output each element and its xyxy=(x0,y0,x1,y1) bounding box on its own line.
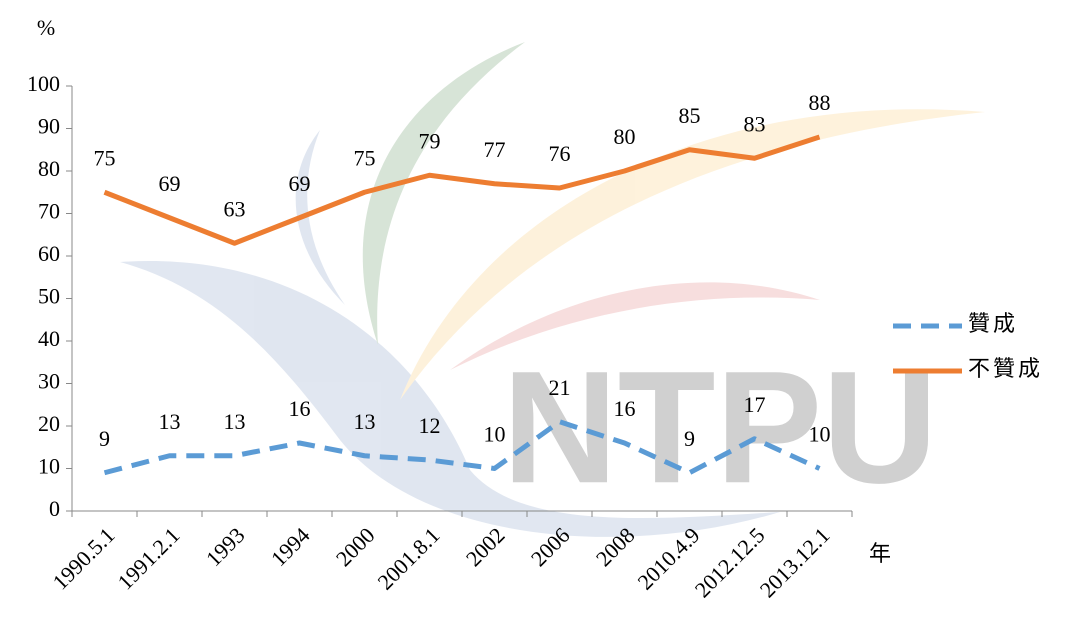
x-tick-label: 2001.8.1 xyxy=(372,522,444,594)
y-tick-label: 30 xyxy=(38,369,60,394)
y-tick-label: 90 xyxy=(38,114,60,139)
data-label: 10 xyxy=(484,422,506,447)
data-label: 12 xyxy=(419,413,441,438)
watermark-shapes xyxy=(120,42,985,537)
y-tick-label: 10 xyxy=(38,454,60,479)
data-label: 17 xyxy=(744,392,766,417)
data-label: 69 xyxy=(289,171,311,196)
x-tick-label: 1993 xyxy=(201,522,250,571)
x-tick-label: 2002 xyxy=(461,522,510,571)
y-tick-label: 40 xyxy=(38,326,60,351)
legend-label: 贊成 xyxy=(968,311,1018,336)
data-label: 13 xyxy=(354,409,376,434)
data-label: 83 xyxy=(744,111,766,136)
data-label: 63 xyxy=(224,196,246,221)
data-label: 13 xyxy=(159,409,181,434)
data-label: 88 xyxy=(809,90,831,115)
x-axis-label: 年 xyxy=(869,541,891,566)
y-axis-label: % xyxy=(37,15,55,40)
data-label: 9 xyxy=(99,426,110,451)
y-tick-label: 20 xyxy=(38,411,60,436)
data-label: 10 xyxy=(809,422,831,447)
data-label: 9 xyxy=(684,426,695,451)
series-line xyxy=(103,419,821,476)
data-label: 76 xyxy=(549,141,571,166)
data-label: 75 xyxy=(94,145,116,170)
y-tick-label: 80 xyxy=(38,156,60,181)
data-label: 77 xyxy=(484,137,506,162)
y-tick-label: 60 xyxy=(38,241,60,266)
data-label: 13 xyxy=(224,409,246,434)
x-tick-label: 1990.5.1 xyxy=(47,522,119,594)
y-tick-label: 50 xyxy=(38,284,60,309)
data-label: 75 xyxy=(354,145,376,170)
x-tick-label: 1994 xyxy=(266,522,315,571)
y-tick-label: 70 xyxy=(38,199,60,224)
x-tick-label: 1991.2.1 xyxy=(112,522,184,594)
x-tick-label: 2012.12.5 xyxy=(690,522,770,602)
legend-label: 不贊成 xyxy=(968,356,1043,381)
y-tick-label: 0 xyxy=(49,496,60,521)
data-label: 21 xyxy=(549,375,571,400)
data-label: 79 xyxy=(419,128,441,153)
data-label: 85 xyxy=(679,103,701,128)
x-tick-label: 2000 xyxy=(331,522,380,571)
y-tick-label: 100 xyxy=(27,71,60,96)
data-label: 16 xyxy=(289,396,311,421)
data-label: 16 xyxy=(614,396,636,421)
x-tick-label: 2013.12.1 xyxy=(755,522,835,602)
data-label: 80 xyxy=(614,124,636,149)
data-label: 69 xyxy=(159,171,181,196)
series-line xyxy=(103,134,821,246)
